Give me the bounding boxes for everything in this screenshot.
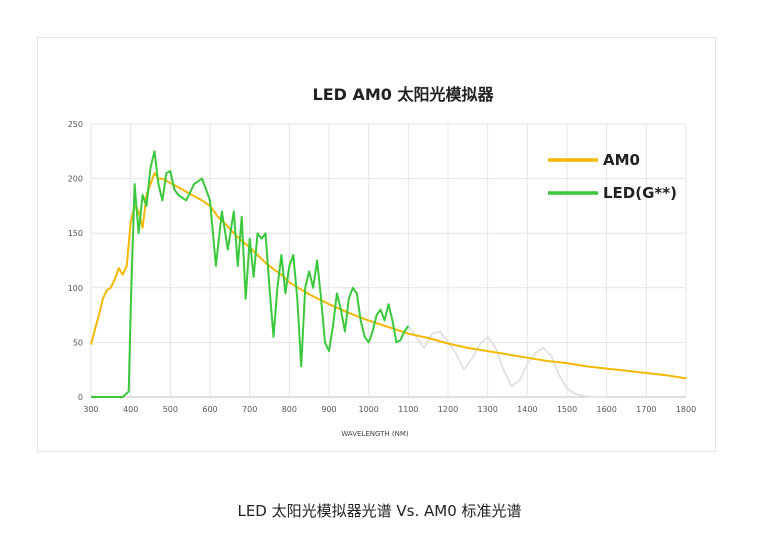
x-tick-label: 1200 — [438, 405, 458, 414]
figure-caption: LED 太阳光模拟器光谱 Vs. AM0 标准光谱 — [237, 502, 522, 520]
y-tick-label: 100 — [68, 284, 83, 293]
x-tick-label: 1600 — [596, 405, 616, 414]
x-tick-label: 900 — [321, 405, 336, 414]
x-tick-label: 1000 — [358, 405, 378, 414]
tick-layer: 0 50 100 150 200 250 300 400 500 600 700 800 900 1000… — [68, 120, 696, 414]
x-tick-label: 1100 — [398, 405, 418, 414]
y-tick-label: 0 — [78, 393, 83, 402]
legend-label: LED(G**) — [603, 184, 677, 202]
x-tick-label: 1800 — [676, 405, 696, 414]
x-tick-label: 1400 — [517, 405, 537, 414]
y-tick-label: 200 — [68, 175, 83, 184]
x-tick-label: 1500 — [557, 405, 577, 414]
x-tick-label: 1300 — [477, 405, 497, 414]
chart-svg: LED AM0 太阳光模拟器 WAVELENGTH (NM) 0 50 100 150… — [68, 85, 696, 438]
x-tick-label: 600 — [202, 405, 217, 414]
x-tick-label: 1700 — [636, 405, 656, 414]
x-axis-label: WAVELENGTH (NM) — [341, 430, 409, 438]
series-layer — [90, 150, 687, 398]
x-tick-label: 400 — [123, 405, 138, 414]
chart-title: LED AM0 太阳光模拟器 — [313, 85, 495, 104]
grid-layer — [90, 123, 687, 398]
series-line-led-g — [91, 150, 410, 398]
x-tick-label: 500 — [163, 405, 178, 414]
y-tick-label: 250 — [68, 120, 83, 129]
series-line-am0 — [90, 172, 687, 380]
legend-label: AM0 — [603, 151, 640, 169]
legend: AM0 LED(G**) — [548, 151, 677, 202]
y-tick-label: 150 — [68, 229, 83, 238]
x-tick-label: 700 — [242, 405, 257, 414]
x-tick-label: 300 — [83, 405, 98, 414]
y-tick-label: 50 — [73, 338, 83, 347]
series-line-faint — [407, 325, 607, 398]
chart-frame: LED AM0 太阳光模拟器 WAVELENGTH (NM) 0 50 100 150… — [37, 37, 716, 452]
x-tick-label: 800 — [282, 405, 297, 414]
